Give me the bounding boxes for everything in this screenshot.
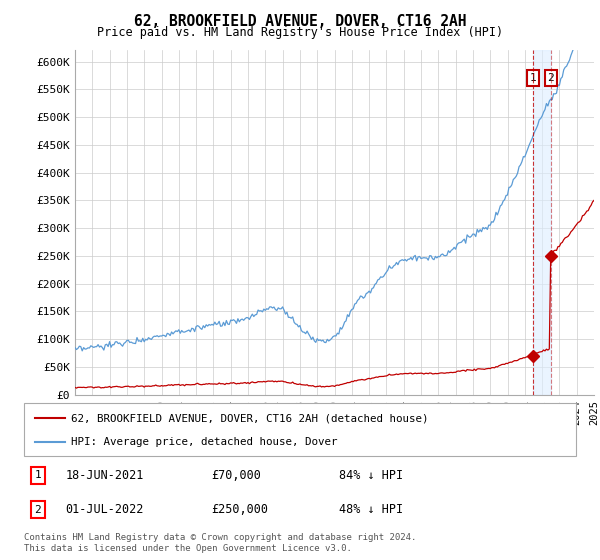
- Text: 2: 2: [547, 73, 554, 83]
- Bar: [533, 50, 551, 395]
- Text: Contains HM Land Registry data © Crown copyright and database right 2024.
This d: Contains HM Land Registry data © Crown c…: [24, 533, 416, 553]
- Text: 48% ↓ HPI: 48% ↓ HPI: [338, 503, 403, 516]
- Text: 62, BROOKFIELD AVENUE, DOVER, CT16 2AH: 62, BROOKFIELD AVENUE, DOVER, CT16 2AH: [134, 14, 466, 29]
- Text: £250,000: £250,000: [212, 503, 269, 516]
- Text: 1: 1: [529, 73, 536, 83]
- Text: 84% ↓ HPI: 84% ↓ HPI: [338, 469, 403, 482]
- Text: 18-JUN-2021: 18-JUN-2021: [65, 469, 144, 482]
- Text: Price paid vs. HM Land Registry's House Price Index (HPI): Price paid vs. HM Land Registry's House …: [97, 26, 503, 39]
- Text: 62, BROOKFIELD AVENUE, DOVER, CT16 2AH (detached house): 62, BROOKFIELD AVENUE, DOVER, CT16 2AH (…: [71, 413, 428, 423]
- FancyBboxPatch shape: [24, 403, 576, 456]
- Text: HPI: Average price, detached house, Dover: HPI: Average price, detached house, Dove…: [71, 436, 337, 446]
- Text: 1: 1: [34, 470, 41, 480]
- Text: 2: 2: [34, 505, 41, 515]
- Text: 01-JUL-2022: 01-JUL-2022: [65, 503, 144, 516]
- Text: £70,000: £70,000: [212, 469, 262, 482]
